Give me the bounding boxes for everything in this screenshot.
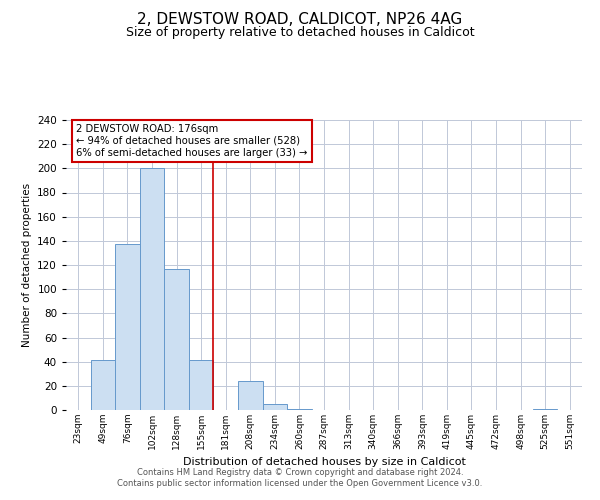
Text: 2 DEWSTOW ROAD: 176sqm
← 94% of detached houses are smaller (528)
6% of semi-det: 2 DEWSTOW ROAD: 176sqm ← 94% of detached… xyxy=(76,124,308,158)
Bar xyxy=(164,268,189,410)
Text: Size of property relative to detached houses in Caldicot: Size of property relative to detached ho… xyxy=(125,26,475,39)
Bar xyxy=(115,244,140,410)
Bar xyxy=(140,168,164,410)
Bar xyxy=(91,360,115,410)
Bar xyxy=(238,381,263,410)
Bar xyxy=(533,409,557,410)
Text: 2, DEWSTOW ROAD, CALDICOT, NP26 4AG: 2, DEWSTOW ROAD, CALDICOT, NP26 4AG xyxy=(137,12,463,28)
Y-axis label: Number of detached properties: Number of detached properties xyxy=(22,183,32,347)
Bar xyxy=(189,360,214,410)
Text: Contains HM Land Registry data © Crown copyright and database right 2024.
Contai: Contains HM Land Registry data © Crown c… xyxy=(118,468,482,487)
Bar xyxy=(287,409,312,410)
X-axis label: Distribution of detached houses by size in Caldicot: Distribution of detached houses by size … xyxy=(182,458,466,468)
Bar xyxy=(263,404,287,410)
